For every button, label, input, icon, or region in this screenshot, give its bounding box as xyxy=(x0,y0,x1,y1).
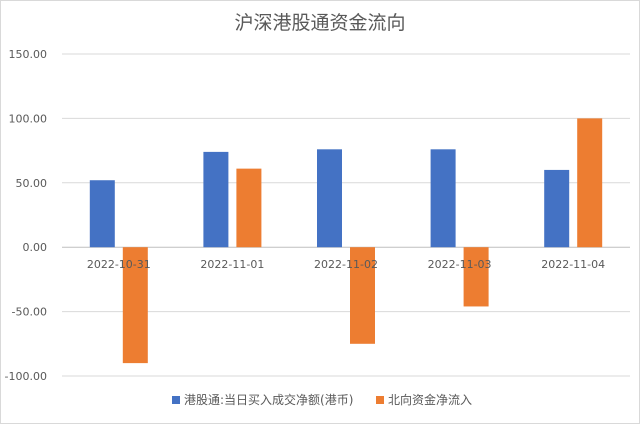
bar-hk-connect-2022-11-01 xyxy=(203,151,229,248)
grid-lines xyxy=(62,53,630,377)
x-tick-label: 2022-11-04 xyxy=(541,258,605,271)
bar-northbound-2022-11-01 xyxy=(236,168,262,248)
x-tick-label: 2022-11-02 xyxy=(314,258,378,271)
bar-hk-connect-2022-11-02 xyxy=(317,149,342,248)
legend-label: 北向资金净流入 xyxy=(388,392,472,407)
x-tick-label: 2022-10-31 xyxy=(87,258,151,271)
legend-label: 港股通:当日买入成交净额(港币) xyxy=(184,392,353,407)
x-axis: 2022-10-31 2022-11-01 2022-11-02 2022-11-03… xyxy=(87,258,605,271)
bar-northbound-2022-11-04 xyxy=(577,118,603,248)
y-tick-label: -100.00 xyxy=(5,370,47,383)
bar-northbound-2022-11-03 xyxy=(463,247,489,307)
legend: 港股通:当日买入成交净额(港币) 北向资金净流入 xyxy=(172,392,472,407)
x-tick-label: 2022-11-03 xyxy=(428,258,492,271)
legend-swatch xyxy=(172,396,180,404)
bars xyxy=(89,118,603,364)
y-tick-label: 0.00 xyxy=(23,241,48,254)
y-tick-label: 100.00 xyxy=(9,112,48,125)
bar-northbound-2022-10-31 xyxy=(122,247,148,364)
legend-swatch xyxy=(376,396,384,404)
y-tick-label: 150.00 xyxy=(9,48,48,61)
y-tick-label: -50.00 xyxy=(12,306,47,319)
bar-hk-connect-2022-11-03 xyxy=(430,149,456,248)
x-tick-label: 2022-11-01 xyxy=(200,258,264,271)
chart-title: 沪深港股通资金流向 xyxy=(234,12,406,34)
bar-hk-connect-2022-10-31 xyxy=(89,180,115,248)
bar-hk-connect-2022-11-04 xyxy=(544,169,570,248)
y-tick-label: 50.00 xyxy=(16,177,48,190)
y-axis: 150.00 100.00 50.00 0.00 -50.00 -100.00 xyxy=(5,48,47,383)
bar-northbound-2022-11-02 xyxy=(350,247,375,344)
